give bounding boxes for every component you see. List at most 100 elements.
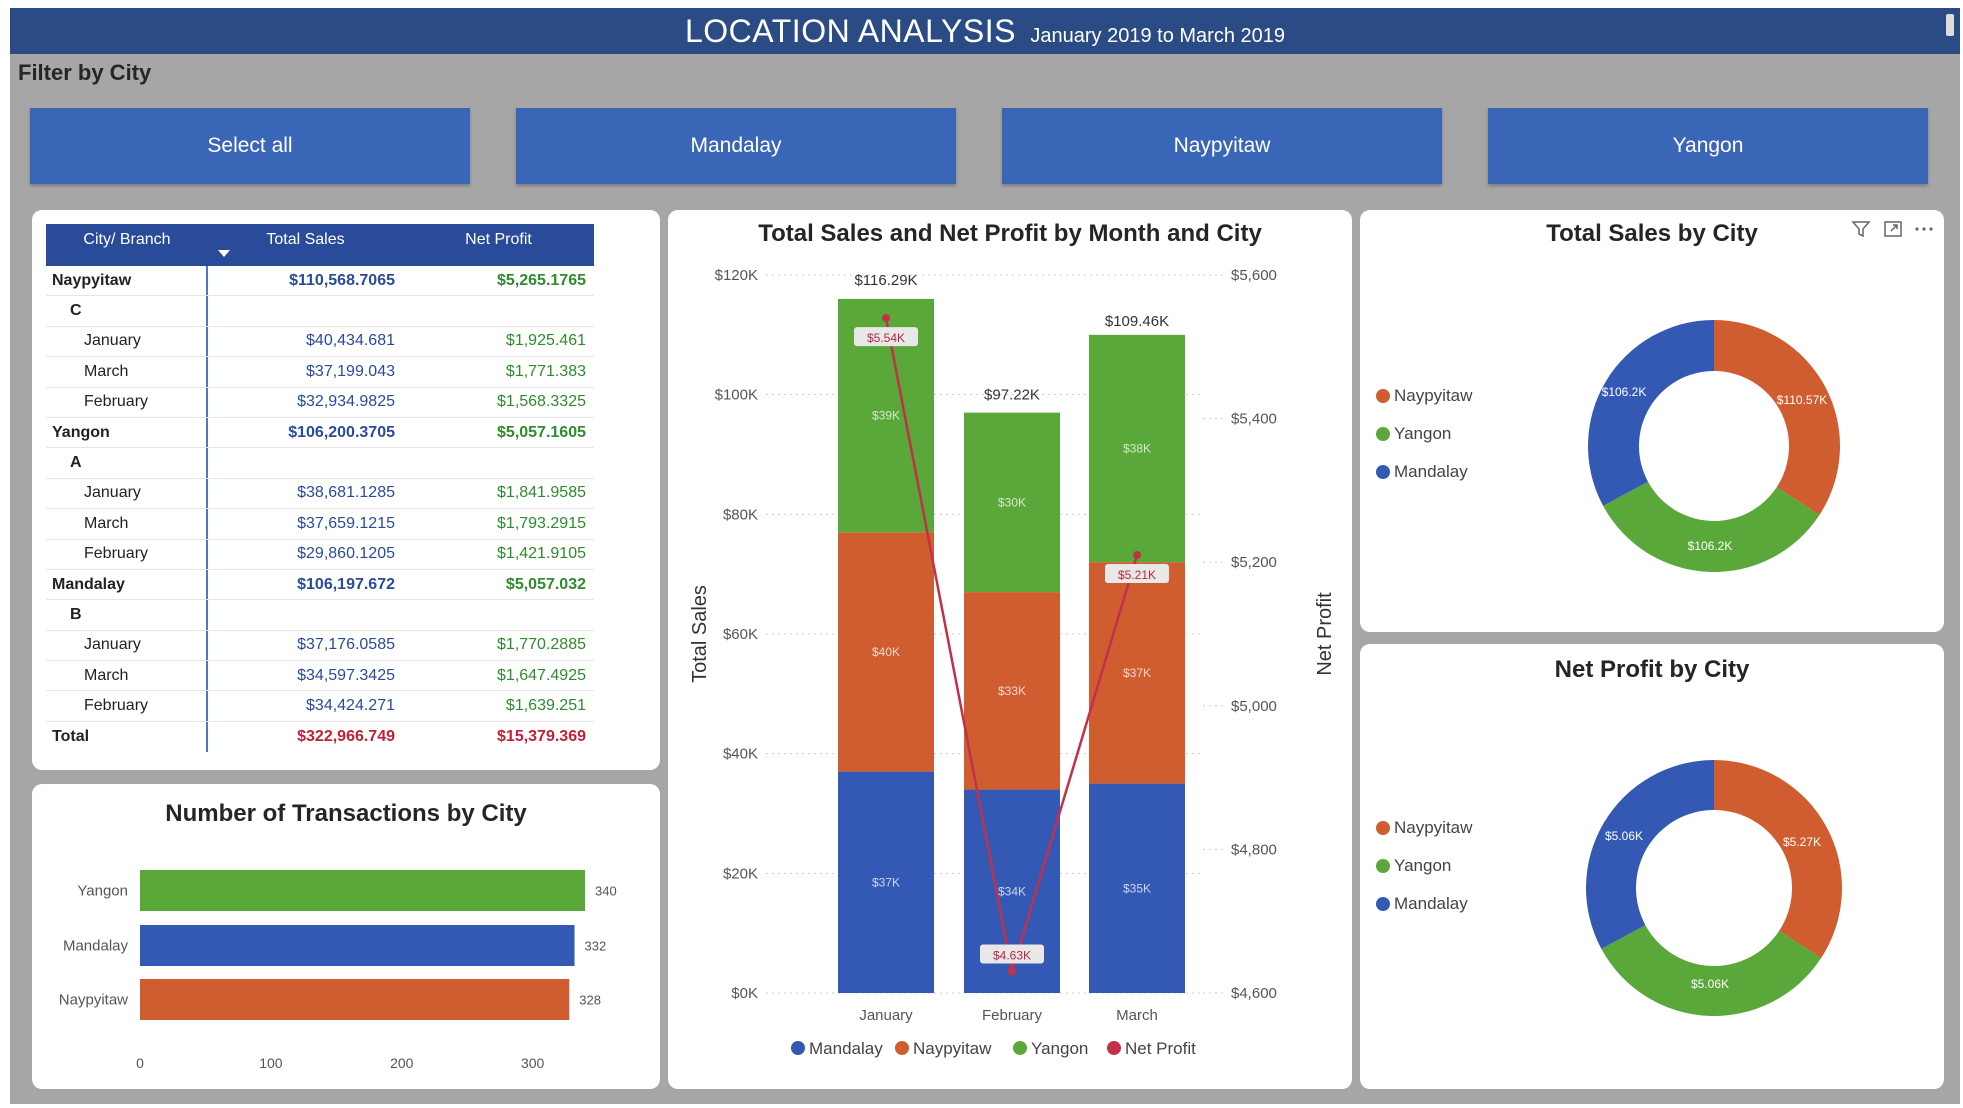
- total-row: Total $322,966.749 $15,379.369: [46, 721, 594, 753]
- report-subtitle: January 2019 to March 2019: [1030, 25, 1286, 47]
- stacked-bar-segment[interactable]: [1089, 783, 1185, 993]
- stacked-bar-segment[interactable]: [1089, 334, 1185, 563]
- yangon-button[interactable]: Yangon: [1488, 108, 1928, 184]
- select-all-button[interactable]: Select all: [30, 108, 470, 184]
- row-label: B: [46, 600, 208, 630]
- sales-donut-chart: $110.57K $106.2K $106.2K: [1588, 320, 1840, 572]
- net-profit-cell: $1,568.3325: [497, 393, 586, 411]
- total-sales-cell: $32,934.9825: [297, 393, 395, 411]
- donut-slice[interactable]: [1714, 320, 1840, 516]
- legend-label: Mandalay: [1394, 894, 1468, 913]
- legend-item[interactable]: Naypyitaw: [1376, 386, 1472, 406]
- donut-slice[interactable]: [1714, 760, 1842, 959]
- segment-value-label: $33K: [998, 684, 1026, 698]
- net-profit-label-bg[interactable]: [1105, 564, 1169, 584]
- legend-dot-icon[interactable]: [791, 1041, 805, 1055]
- table-row[interactable]: C: [46, 296, 594, 327]
- donut-slice[interactable]: [1601, 925, 1822, 1016]
- table-row: March $37,199.043 $1,771.383: [46, 357, 594, 388]
- legend-item[interactable]: Yangon: [1376, 856, 1451, 876]
- donut-slice[interactable]: [1588, 320, 1714, 506]
- bar-value-label: 332: [585, 939, 607, 954]
- net-profit-cell: $15,379.369: [497, 728, 586, 746]
- total-sales-cell: $38,681.1285: [297, 484, 395, 502]
- bar[interactable]: [140, 870, 585, 911]
- table-row[interactable]: B: [46, 600, 594, 631]
- donut-slice-label: $110.57K: [1777, 393, 1828, 407]
- y-tick-label: $20K: [723, 865, 758, 882]
- segment-value-label: $39K: [872, 409, 900, 423]
- stacked-bar-segment[interactable]: [838, 771, 934, 993]
- stacked-chart-title: Total Sales and Net Profit by Month and …: [758, 220, 1262, 247]
- legend-dot-icon[interactable]: [1013, 1041, 1027, 1055]
- net-profit-cell: $1,925.461: [505, 332, 586, 350]
- legend-label: Naypyitaw: [1394, 818, 1473, 837]
- bar-value-label: 340: [595, 884, 617, 899]
- row-label: January: [46, 630, 208, 661]
- net-profit-cell: $1,793.2915: [497, 514, 586, 532]
- stacked-bar-segment[interactable]: [1089, 562, 1185, 784]
- scroll-handle[interactable]: [1946, 14, 1954, 36]
- legend-dot-icon[interactable]: [895, 1041, 909, 1055]
- bar-category-label: Yangon: [77, 883, 128, 900]
- stacked-bar-segment[interactable]: [964, 592, 1060, 790]
- stacked-bar-segment[interactable]: [838, 532, 934, 772]
- segment-value-label: $30K: [998, 495, 1026, 509]
- bar[interactable]: [140, 925, 575, 966]
- net-profit-cell: $1,639.251: [505, 697, 586, 715]
- x-tick-label: January: [859, 1007, 913, 1024]
- table-row: January $38,681.1285 $1,841.9585: [46, 478, 594, 510]
- segment-value-label: $37K: [1123, 666, 1151, 680]
- table-row[interactable]: Naypyitaw $110,568.7065 $5,265.1765: [46, 266, 594, 297]
- net-profit-label-bg[interactable]: [980, 944, 1044, 964]
- row-label: Yangon: [46, 417, 208, 448]
- legend-label: Net Profit: [1125, 1039, 1196, 1058]
- row-label: Total: [46, 721, 208, 753]
- more-options-icon[interactable]: [1912, 218, 1936, 240]
- table-row[interactable]: Yangon $106,200.3705 $5,057.1605: [46, 417, 594, 449]
- net-profit-label: $5.54K: [867, 331, 905, 345]
- table-row[interactable]: Mandalay $106,197.672 $5,057.032: [46, 569, 594, 601]
- matrix-header: City/ Branch Total Sales Net Profit: [46, 224, 594, 266]
- focus-mode-icon[interactable]: [1882, 218, 1904, 240]
- donut-slice-label: $106.2K: [1688, 539, 1733, 553]
- segment-value-label: $34K: [998, 884, 1026, 898]
- report-header: LOCATION ANALYSIS January 2019 to March …: [10, 8, 1960, 54]
- legend-dot-icon[interactable]: [1107, 1041, 1121, 1055]
- net-profit-point[interactable]: [1008, 967, 1016, 976]
- table-row[interactable]: A: [46, 448, 594, 479]
- header-city-branch[interactable]: City/ Branch: [83, 231, 171, 248]
- legend-label: Naypyitaw: [913, 1039, 992, 1058]
- report-title: LOCATION ANALYSIS: [684, 13, 1016, 49]
- legend-item[interactable]: Mandalay: [1376, 894, 1468, 914]
- donut-slice[interactable]: [1586, 760, 1714, 949]
- naypyitaw-button[interactable]: Naypyitaw: [1002, 108, 1442, 184]
- net-profit-point[interactable]: [882, 314, 890, 323]
- legend-item[interactable]: Yangon: [1376, 424, 1451, 444]
- y2-tick-label: $4,600: [1231, 985, 1277, 1002]
- legend-item[interactable]: Mandalay: [1376, 462, 1468, 482]
- header-net-profit[interactable]: Net Profit: [465, 231, 532, 248]
- net-profit-label-bg[interactable]: [854, 327, 918, 347]
- bar[interactable]: [140, 979, 570, 1020]
- legend-dot-icon: [1376, 427, 1390, 441]
- net-profit-label: $5.21K: [1118, 568, 1156, 582]
- transactions-card: Number of Transactions by City Yangon 340…: [32, 784, 660, 1089]
- x-tick-label: March: [1116, 1007, 1158, 1024]
- legend-label: Yangon: [1394, 424, 1452, 443]
- bar-category-label: Mandalay: [63, 938, 129, 955]
- stacked-bar-segment[interactable]: [964, 412, 1060, 593]
- header-total-sales[interactable]: Total Sales: [266, 231, 345, 248]
- legend-label: Mandalay: [1394, 462, 1468, 481]
- net-profit-point[interactable]: [1133, 551, 1141, 560]
- sort-descending-icon[interactable]: [218, 250, 230, 257]
- donut-slice[interactable]: [1603, 481, 1820, 572]
- net-profit-cell: $1,770.2885: [497, 636, 586, 654]
- legend-item[interactable]: Naypyitaw: [1376, 818, 1472, 838]
- row-label: A: [46, 448, 208, 478]
- y-tick-label: $60K: [723, 626, 758, 643]
- row-label: January: [46, 478, 208, 509]
- total-sales-cell: $40,434.681: [306, 332, 395, 350]
- mandalay-button[interactable]: Mandalay: [516, 108, 956, 184]
- filter-icon[interactable]: [1850, 218, 1872, 240]
